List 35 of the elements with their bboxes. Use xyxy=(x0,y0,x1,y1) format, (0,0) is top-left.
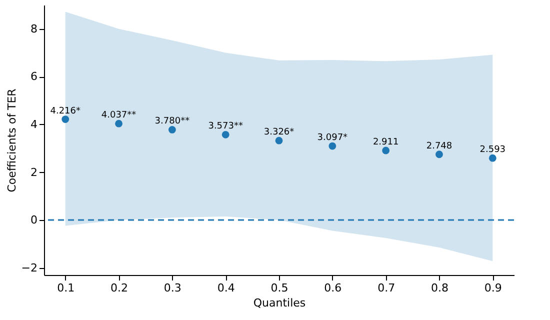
y-tick-label: 0 xyxy=(30,214,38,227)
x-tick-label: 0.2 xyxy=(110,282,128,294)
y-axis-title: Coefficients of TER xyxy=(5,88,18,192)
data-label: 2.593 xyxy=(480,145,506,156)
x-tick-label: 0.1 xyxy=(57,282,75,294)
x-tick-label: 0.7 xyxy=(378,282,396,294)
x-tick-label: 0.5 xyxy=(270,282,288,294)
point xyxy=(328,142,336,150)
x-tick-label: 0.9 xyxy=(484,282,502,294)
data-label: 3.573** xyxy=(208,122,244,132)
point xyxy=(168,126,176,134)
y-tick-label: −2 xyxy=(21,261,38,274)
point xyxy=(222,130,230,138)
x-axis-title: Quantiles xyxy=(253,296,306,310)
x-tick-label: 0.4 xyxy=(217,282,235,294)
data-label: 3.097* xyxy=(317,133,348,144)
data-label: 2.911 xyxy=(372,137,399,148)
point xyxy=(382,146,390,154)
data-label: 2.748 xyxy=(426,141,452,152)
y-tick-label: 6 xyxy=(30,70,38,84)
x-tick-label: 0.6 xyxy=(324,282,342,294)
point xyxy=(436,150,443,158)
y-tick-label: 4 xyxy=(30,118,38,131)
data-label: 4.037** xyxy=(101,110,137,121)
y-tick-label: 8 xyxy=(30,22,38,36)
y-tick-label: 2 xyxy=(30,166,38,179)
point xyxy=(62,116,70,124)
point xyxy=(275,136,283,144)
x-tick-label: 0.3 xyxy=(164,282,182,294)
data-label: 4.216* xyxy=(50,106,81,116)
point xyxy=(488,154,496,162)
data-label: 3.326* xyxy=(264,128,295,138)
x-tick-label: 0.8 xyxy=(430,282,448,294)
data-label: 3.780** xyxy=(154,116,190,127)
point xyxy=(115,120,122,128)
